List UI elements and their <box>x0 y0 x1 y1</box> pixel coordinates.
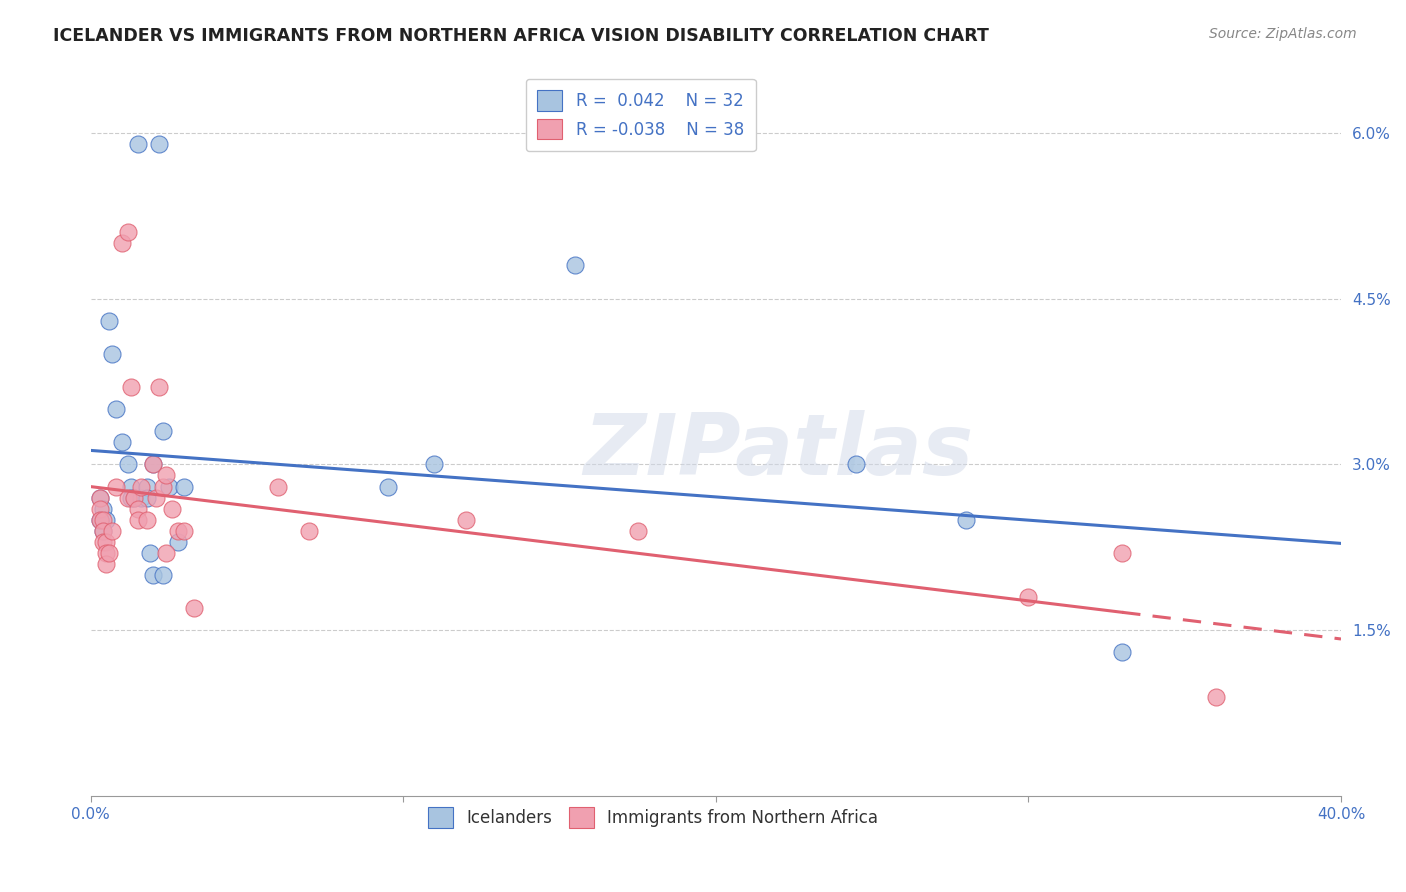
Point <box>564 259 586 273</box>
Point <box>135 479 157 493</box>
Point <box>120 491 142 505</box>
Point <box>129 491 152 505</box>
Point <box>160 501 183 516</box>
Point <box>96 513 118 527</box>
Point <box>139 546 162 560</box>
Point <box>152 568 174 582</box>
Point <box>377 479 399 493</box>
Point <box>91 501 114 516</box>
Point <box>96 546 118 560</box>
Point <box>91 534 114 549</box>
Point <box>298 524 321 538</box>
Point <box>111 435 134 450</box>
Point <box>104 402 127 417</box>
Point <box>89 491 111 505</box>
Point <box>124 491 146 505</box>
Point <box>117 225 139 239</box>
Point <box>173 479 195 493</box>
Point <box>183 601 205 615</box>
Point <box>124 491 146 505</box>
Point <box>101 524 124 538</box>
Point <box>423 458 446 472</box>
Point <box>96 557 118 571</box>
Point <box>267 479 290 493</box>
Point <box>152 424 174 438</box>
Point <box>157 479 180 493</box>
Text: ZIPatlas: ZIPatlas <box>583 409 973 492</box>
Text: ICELANDER VS IMMIGRANTS FROM NORTHERN AFRICA VISION DISABILITY CORRELATION CHART: ICELANDER VS IMMIGRANTS FROM NORTHERN AF… <box>53 27 990 45</box>
Point <box>89 513 111 527</box>
Point <box>89 513 111 527</box>
Point <box>89 501 111 516</box>
Point <box>155 468 177 483</box>
Point <box>127 136 149 151</box>
Point <box>127 513 149 527</box>
Point <box>96 534 118 549</box>
Point <box>1205 690 1227 704</box>
Point <box>135 513 157 527</box>
Point <box>98 546 121 560</box>
Point <box>117 458 139 472</box>
Point <box>91 513 114 527</box>
Point <box>955 513 977 527</box>
Point <box>117 491 139 505</box>
Point <box>129 479 152 493</box>
Point <box>152 479 174 493</box>
Point <box>1111 645 1133 659</box>
Point <box>89 491 111 505</box>
Point <box>104 479 127 493</box>
Point <box>120 479 142 493</box>
Text: Source: ZipAtlas.com: Source: ZipAtlas.com <box>1209 27 1357 41</box>
Point <box>627 524 650 538</box>
Point <box>91 524 114 538</box>
Point <box>135 491 157 505</box>
Legend: Icelanders, Immigrants from Northern Africa: Icelanders, Immigrants from Northern Afr… <box>422 801 884 835</box>
Point <box>173 524 195 538</box>
Point <box>91 524 114 538</box>
Point <box>148 136 170 151</box>
Point <box>454 513 477 527</box>
Point <box>142 458 165 472</box>
Point <box>145 491 167 505</box>
Point <box>142 568 165 582</box>
Point <box>148 380 170 394</box>
Point <box>167 524 190 538</box>
Point <box>1111 546 1133 560</box>
Point <box>142 458 165 472</box>
Point <box>120 380 142 394</box>
Point <box>155 546 177 560</box>
Point <box>1017 590 1039 604</box>
Point <box>111 236 134 251</box>
Point <box>98 314 121 328</box>
Point <box>167 534 190 549</box>
Point <box>845 458 868 472</box>
Point <box>127 501 149 516</box>
Point <box>101 347 124 361</box>
